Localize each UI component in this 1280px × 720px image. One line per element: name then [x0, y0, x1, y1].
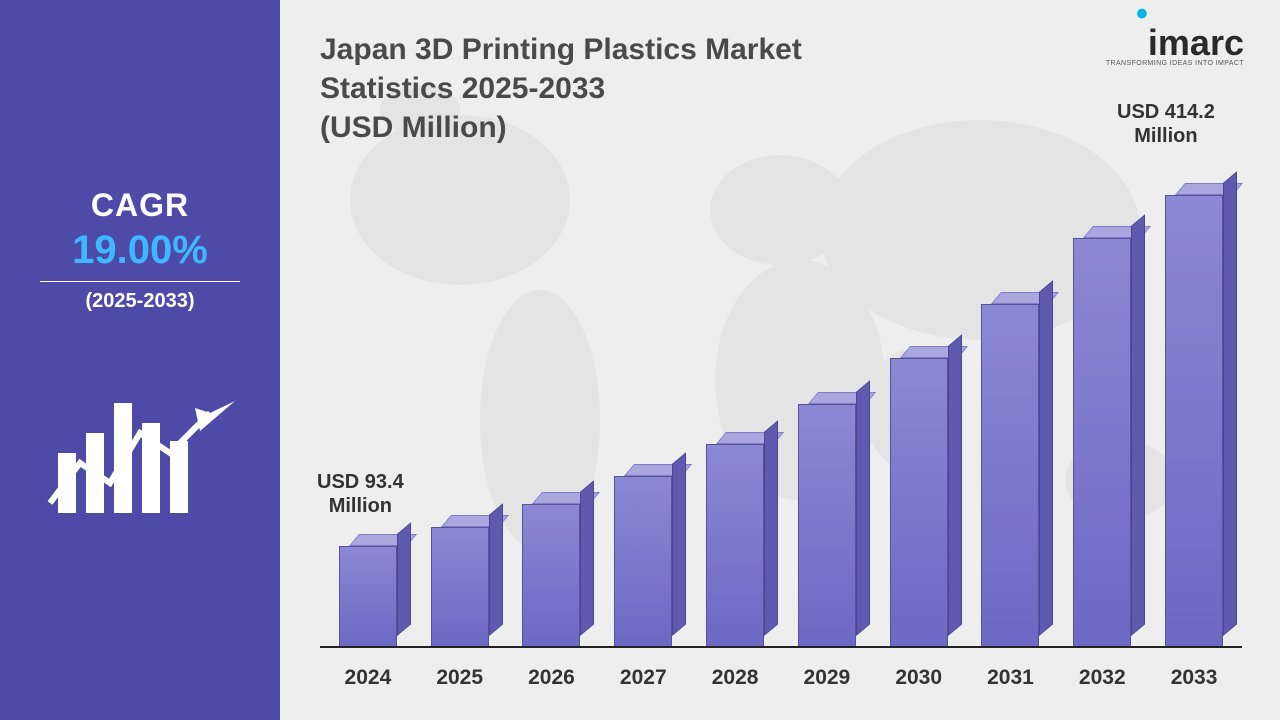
title-line-2: Statistics 2025-2033	[320, 72, 605, 105]
x-axis-label: 2031	[965, 666, 1057, 690]
x-axis-label: 2027	[597, 666, 689, 690]
title-line-1: Japan 3D Printing Plastics Market	[320, 33, 802, 66]
x-axis-label: 2024	[322, 666, 414, 690]
x-axis-label: 2029	[781, 666, 873, 690]
bar	[1056, 238, 1148, 648]
sidebar-panel: CAGR 19.00% (2025-2033)	[0, 0, 280, 720]
bar	[689, 444, 781, 648]
bars-container	[322, 145, 1240, 648]
bar	[506, 504, 598, 648]
title-line-3: (USD Million)	[320, 111, 507, 144]
logo-tagline: TRANSFORMING IDEAS INTO IMPACT	[1106, 60, 1244, 67]
bar	[414, 527, 506, 648]
cagr-period: (2025-2033)	[86, 290, 195, 313]
x-axis-label: 2025	[414, 666, 506, 690]
x-axis-label: 2030	[873, 666, 965, 690]
x-axis-label: 2028	[689, 666, 781, 690]
x-axis-label: 2032	[1056, 666, 1148, 690]
x-axis-label: 2033	[1148, 666, 1240, 690]
cagr-label: CAGR	[91, 187, 189, 224]
logo-text: imarc	[1148, 22, 1244, 64]
bar	[873, 358, 965, 648]
cagr-value: 19.00%	[72, 228, 208, 273]
brand-logo: • imarc TRANSFORMING IDEAS INTO IMPACT	[1106, 22, 1244, 67]
bar	[965, 304, 1057, 648]
axis-baseline	[320, 646, 1242, 648]
bar	[597, 476, 689, 648]
bar	[322, 546, 414, 648]
end-value-label: USD 414.2 Million	[1117, 100, 1215, 148]
main-panel: Japan 3D Printing Plastics Market Statis…	[280, 0, 1280, 720]
bar	[1148, 195, 1240, 648]
growth-chart-icon	[40, 353, 240, 533]
divider	[40, 281, 240, 282]
x-axis-labels: 2024202520262027202820292030203120322033	[322, 666, 1240, 690]
logo-dot-icon: •	[1136, 0, 1148, 34]
bar	[781, 404, 873, 648]
bar-chart: USD 93.4 Million USD 414.2 Million 20242…	[322, 145, 1240, 690]
x-axis-label: 2026	[506, 666, 598, 690]
chart-title: Japan 3D Printing Plastics Market Statis…	[320, 30, 940, 147]
